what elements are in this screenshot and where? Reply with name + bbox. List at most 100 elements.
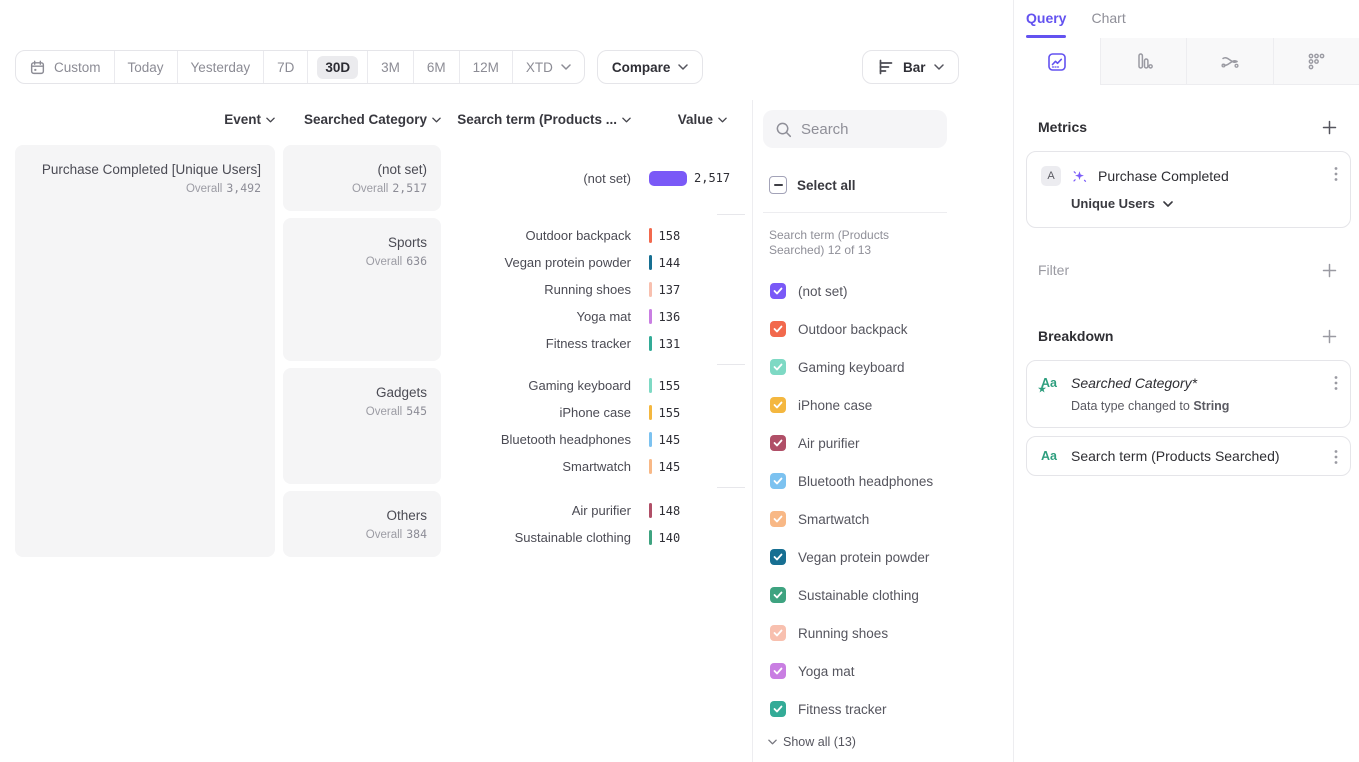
breakdown-menu-button[interactable] <box>1334 449 1338 465</box>
event-cell[interactable]: Purchase Completed [Unique Users] Overal… <box>15 145 275 557</box>
legend-item[interactable]: Running shoes <box>763 614 1013 652</box>
legend-item[interactable]: Yoga mat <box>763 652 1013 690</box>
add-filter-button[interactable] <box>1322 263 1337 278</box>
divider <box>763 212 947 213</box>
add-breakdown-button[interactable] <box>1322 329 1337 344</box>
table-group: Gadgets Overall 545 Gaming keyboard 155 iPhon… <box>283 368 745 484</box>
checked-checkbox-icon[interactable] <box>770 625 786 641</box>
checked-checkbox-icon[interactable] <box>770 587 786 603</box>
category-cell[interactable]: (not set) Overall 2,517 <box>283 145 441 211</box>
checked-checkbox-icon[interactable] <box>770 359 786 375</box>
metric-menu-button[interactable] <box>1334 166 1338 182</box>
legend-item[interactable]: Vegan protein powder <box>763 538 1013 576</box>
table-row[interactable]: Air purifier 148 <box>449 497 745 524</box>
search-term-label: Gaming keyboard <box>528 378 631 393</box>
checked-checkbox-icon[interactable] <box>770 701 786 717</box>
date-range-6m[interactable]: 6M <box>412 51 459 83</box>
date-range-3m[interactable]: 3M <box>367 51 413 83</box>
tab-funnels[interactable] <box>1100 38 1187 85</box>
chevron-down-icon <box>432 117 441 122</box>
legend-item[interactable]: Smartwatch <box>763 500 1013 538</box>
legend-item[interactable]: Outdoor backpack <box>763 310 1013 348</box>
date-range-12m[interactable]: 12M <box>458 51 512 83</box>
table-row[interactable]: Fitness tracker 131 <box>449 330 745 357</box>
legend-item[interactable]: Gaming keyboard <box>763 348 1013 386</box>
show-all-button[interactable]: Show all (13) <box>763 728 1013 756</box>
legend-item[interactable]: (not set) <box>763 272 1013 310</box>
horizontal-bar-chart-icon <box>879 59 893 75</box>
search-input[interactable] <box>801 120 931 138</box>
measurement-label: Unique Users <box>1071 196 1155 211</box>
checked-checkbox-icon[interactable] <box>770 663 786 679</box>
legend-item[interactable]: iPhone case <box>763 386 1013 424</box>
checked-checkbox-icon[interactable] <box>770 435 786 451</box>
table-row[interactable]: Vegan protein powder 144 <box>449 249 745 276</box>
date-range-7d[interactable]: 7D <box>263 51 307 83</box>
search-term-label: Air purifier <box>571 503 631 518</box>
tab-chart[interactable]: Chart <box>1091 10 1126 26</box>
legend-item[interactable]: Fitness tracker <box>763 690 1013 728</box>
table-row[interactable]: Gaming keyboard 155 <box>449 372 745 399</box>
legend-search[interactable] <box>763 110 947 148</box>
table-row[interactable]: Running shoes 137 <box>449 276 745 303</box>
tab-flows[interactable] <box>1187 38 1274 85</box>
checked-checkbox-icon[interactable] <box>770 511 786 527</box>
category-cell[interactable]: Gadgets Overall 545 <box>283 368 441 484</box>
category-cell[interactable]: Sports Overall 636 <box>283 218 441 361</box>
column-header-event[interactable]: Event <box>15 112 275 127</box>
date-range-yesterday[interactable]: Yesterday <box>176 51 264 83</box>
tab-insights[interactable] <box>1014 38 1101 85</box>
checked-checkbox-icon[interactable] <box>770 283 786 299</box>
table-row[interactable]: Sustainable clothing 140 <box>449 524 745 551</box>
checked-checkbox-icon[interactable] <box>770 397 786 413</box>
column-header-search-term[interactable]: Search term (Products ... <box>449 112 631 127</box>
category-cell[interactable]: Others Overall 384 <box>283 491 441 557</box>
date-range-30d[interactable]: 30D <box>307 51 367 83</box>
legend-item[interactable]: Sustainable clothing <box>763 576 1013 614</box>
checked-checkbox-icon[interactable] <box>770 321 786 337</box>
breakdown-card-searched-category[interactable]: Aa ★ Searched Category* Data type changed… <box>1026 360 1351 428</box>
checked-checkbox-icon[interactable] <box>770 549 786 565</box>
table-row[interactable]: Outdoor backpack 158 <box>449 222 745 249</box>
compare-button[interactable]: Compare <box>596 50 704 84</box>
legend-item[interactable]: Bluetooth headphones <box>763 462 1013 500</box>
add-metric-button[interactable] <box>1322 120 1337 135</box>
tab-retention[interactable] <box>1273 38 1359 85</box>
date-range-label: 7D <box>277 59 295 75</box>
check-icon <box>773 287 783 295</box>
table-row[interactable]: Yoga mat 136 <box>449 303 745 330</box>
check-icon <box>773 325 783 333</box>
measurement-selector[interactable]: Unique Users <box>1071 196 1336 211</box>
table-row[interactable]: Smartwatch 145 <box>449 453 745 480</box>
column-header-searched-category[interactable]: Searched Category <box>283 112 441 127</box>
kebab-menu-icon <box>1334 167 1338 181</box>
legend-item[interactable]: Air purifier <box>763 424 1013 462</box>
checked-checkbox-icon[interactable] <box>770 473 786 489</box>
date-range-label: 30D <box>317 55 359 79</box>
check-icon <box>773 629 783 637</box>
search-term-label: Outdoor backpack <box>525 228 631 243</box>
select-all-checkbox[interactable]: Select all <box>763 176 1013 194</box>
column-header-value[interactable]: Value <box>639 112 745 127</box>
legend-item-label: Running shoes <box>798 625 889 641</box>
tab-query[interactable]: Query <box>1026 10 1067 38</box>
value-cell: 140 <box>639 530 745 545</box>
date-range-xtd[interactable]: XTD <box>511 51 584 83</box>
date-toolbar: Custom Today Yesterday 7D 30D 3M 6M 12M XTD Comp… <box>15 50 704 84</box>
legend-group-title: Search term (Products Searched) 12 of 13 <box>769 228 890 257</box>
metric-card[interactable]: A Purchase Completed Unique Users <box>1026 151 1351 228</box>
value-number: 144 <box>658 255 681 270</box>
breakdown-menu-button[interactable] <box>1334 375 1338 391</box>
table-row[interactable]: (not set) 2,517 <box>449 165 745 192</box>
legend-item-label: Gaming keyboard <box>798 359 905 375</box>
table-row[interactable]: Bluetooth headphones 145 <box>449 426 745 453</box>
date-range-custom[interactable]: Custom <box>16 51 114 83</box>
breakdown-card-search-term[interactable]: Aa Search term (Products Searched) <box>1026 436 1351 476</box>
table-row[interactable]: iPhone case 155 <box>449 399 745 426</box>
chevron-down-icon <box>622 117 631 122</box>
date-range-today[interactable]: Today <box>113 51 177 83</box>
kebab-menu-icon <box>1334 376 1338 390</box>
chart-type-button[interactable]: Bar <box>862 50 959 84</box>
date-range-label: 6M <box>426 59 446 75</box>
group-separator <box>717 364 745 365</box>
